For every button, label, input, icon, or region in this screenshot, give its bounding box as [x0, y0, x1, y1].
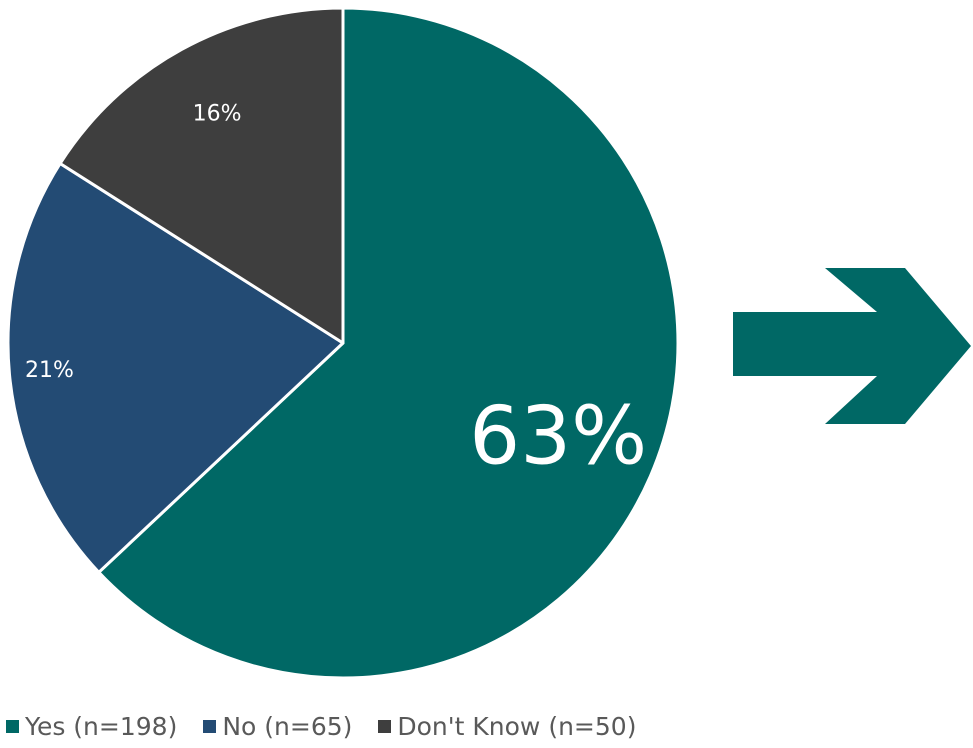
legend-item-dont-know: Don't Know (n=50) [378, 712, 636, 741]
legend-item-yes: Yes (n=198) [6, 712, 177, 741]
legend-label-dont-know: Don't Know (n=50) [397, 711, 637, 741]
right-arrow-icon [733, 268, 971, 424]
pie-slice-yes [97, 6, 680, 680]
legend-swatch-dont-know [378, 719, 392, 733]
pie-label-no: 21% [25, 358, 74, 383]
pie-label-yes: 63% [469, 390, 647, 483]
legend: Yes (n=198) No (n=65) Don't Know (n=50) [6, 708, 662, 744]
pie-slices [6, 6, 680, 680]
legend-swatch-yes [6, 719, 19, 733]
legend-item-no: No (n=65) [203, 712, 352, 741]
pie-slice-labels: 63% 21% 16% [25, 102, 647, 483]
legend-swatch-no [203, 719, 217, 733]
pie-slice-no [6, 161, 345, 574]
pie-label-dont-know: 16% [193, 102, 242, 127]
legend-label-yes: Yes (n=198) [25, 711, 178, 741]
pie-slice-dont-know [58, 6, 345, 345]
legend-label-no: No (n=65) [222, 711, 353, 741]
